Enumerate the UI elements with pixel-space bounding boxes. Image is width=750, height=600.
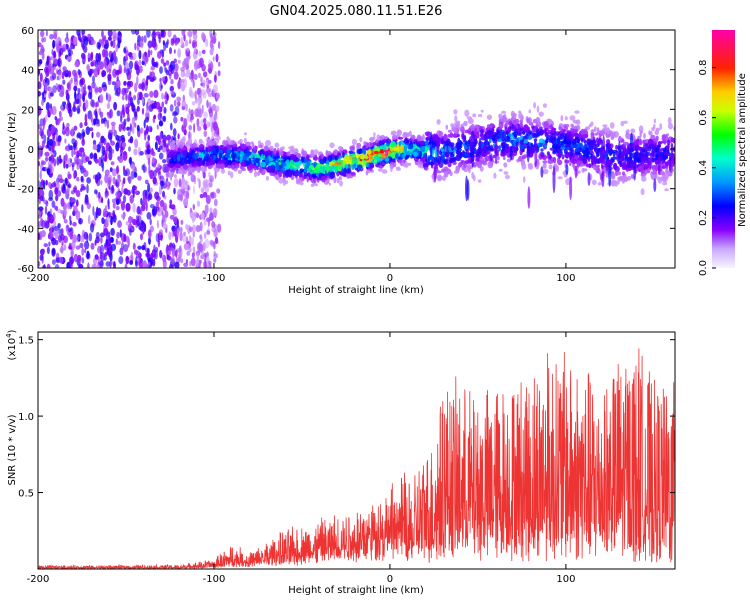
- heatmap-y-tick-label: -40: [18, 224, 34, 235]
- heatmap-x-axis-title: Height of straight line (km): [288, 285, 424, 296]
- snr-x-tick-label: 0: [387, 574, 393, 585]
- snr-y-axis-title: SNR (10 * v/v): [7, 414, 18, 485]
- snr-frame: [37, 331, 676, 570]
- snr-line-series: [38, 348, 675, 569]
- chart-title: GN04.2025.080.11.51.E26: [270, 4, 443, 19]
- colorbar-tick-label: 0.2: [698, 210, 709, 226]
- colorbar-tick-label: 0.8: [698, 60, 709, 76]
- heatmap-x-tick-label: -200: [27, 273, 50, 284]
- heatmap-y-tick-label: -20: [18, 185, 34, 196]
- heatmap-x-tick-label: 100: [556, 273, 575, 284]
- snr-line: [38, 348, 675, 569]
- snr-y-tick-label: 1.0: [18, 412, 34, 423]
- snr-y-tick-label: 1.5: [18, 336, 34, 347]
- heatmap-x-tick-label: -100: [203, 273, 226, 284]
- snr-x-axis-title: Height of straight line (km): [288, 585, 424, 596]
- heatmap-y-tick-label: -60: [18, 264, 34, 275]
- colorbar-tick-label: 0.4: [698, 160, 709, 176]
- heatmap-y-tick-label: 20: [21, 105, 34, 116]
- snr-x-tick-label: -100: [203, 574, 226, 585]
- colorbar-title: Normalized spectral amplitude: [737, 73, 748, 227]
- heatmap-x-tick-label: 0: [387, 273, 393, 284]
- colorbar-tick-label: 0.6: [698, 110, 709, 126]
- heatmap-y-tick-label: 40: [21, 66, 34, 77]
- snr-y-tick-label: 0.5: [18, 489, 34, 500]
- snr-x-tick-label: 100: [556, 574, 575, 585]
- colorbar-tick-label: 0.0: [698, 260, 709, 276]
- heatmap-axes: -200 -100 0 100 60 40 20 0 -20 -40 -60: [18, 26, 675, 284]
- snr-multiplier: (x104): [5, 329, 18, 360]
- snr-axes: -200 -100 0 100 0.5 1.0 1.5: [18, 332, 675, 585]
- spectrogram-heatmap: [38, 30, 675, 268]
- heatmap-y-tick-label: 0: [28, 145, 34, 156]
- snr-x-tick-label: -200: [27, 574, 50, 585]
- colorbar: [712, 30, 735, 268]
- heatmap-y-tick-label: 60: [21, 26, 34, 37]
- heatmap-y-axis-title: Frequency (Hz): [7, 112, 18, 188]
- colorbar-ticks: 0.0 0.2 0.4 0.6 0.8: [698, 60, 716, 276]
